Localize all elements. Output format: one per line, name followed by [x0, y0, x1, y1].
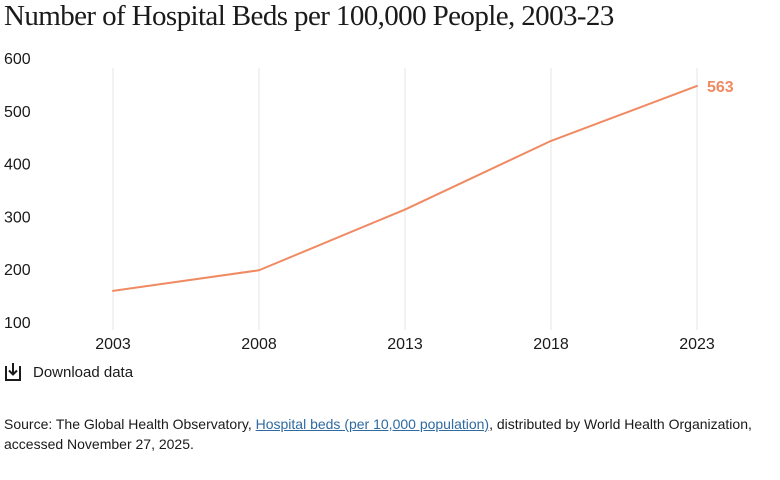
- y-tick-label: 500: [4, 104, 31, 121]
- source-note: Source: The Global Health Observatory, H…: [4, 414, 776, 454]
- data-point: [404, 208, 406, 211]
- y-axis: 600 500 400 300 200 100: [4, 51, 31, 332]
- y-tick-label: 300: [4, 209, 31, 226]
- y-tick-label: 400: [4, 157, 31, 174]
- x-tick-label: 2013: [387, 336, 423, 353]
- source-suffix: , distributed by World Health Organizati…: [4, 416, 752, 452]
- gridlines: [112, 68, 698, 330]
- y-tick-label: 600: [4, 51, 31, 68]
- x-tick-label: 2003: [95, 336, 131, 353]
- download-data-label: Download data: [33, 363, 134, 381]
- x-tick-label: 2008: [241, 336, 277, 353]
- series-group: [112, 84, 698, 292]
- x-tick-label: 2018: [533, 336, 569, 353]
- data-point: [258, 269, 260, 272]
- download-icon: [5, 363, 21, 381]
- x-tick-label: 2023: [679, 336, 715, 353]
- source-link[interactable]: Hospital beds (per 10,000 population): [255, 416, 490, 432]
- data-point: [112, 289, 114, 292]
- data-point: [696, 84, 698, 87]
- y-tick-label: 100: [4, 315, 31, 332]
- download-data-button[interactable]: Download data: [4, 362, 133, 382]
- data-point: [550, 139, 552, 142]
- chart-title: Number of Hospital Beds per 100,000 Peop…: [4, 0, 614, 32]
- end-value-label: 563: [707, 79, 734, 96]
- source-prefix: Source: The Global Health Observatory,: [4, 416, 256, 432]
- y-tick-label: 200: [4, 262, 31, 279]
- x-axis: 2003 2008 2013 2018 2023: [95, 336, 715, 353]
